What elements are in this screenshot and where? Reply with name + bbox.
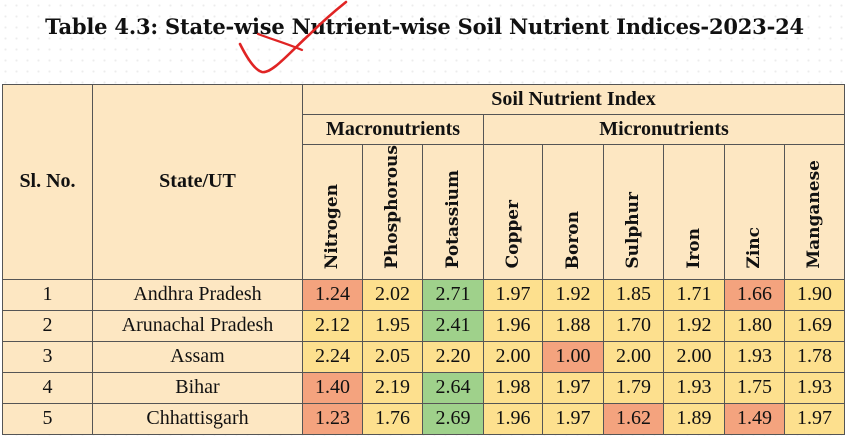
index-value-cell: 1.69 (784, 309, 845, 342)
table-row: 2 Arunachal Pradesh 2.12 1.95 2.41 1.96 1.88 1.… (2, 309, 845, 342)
sl-no-cell: 3 (2, 340, 93, 373)
column-header-label: Copper (502, 200, 523, 269)
index-value-cell: 1.78 (784, 340, 845, 373)
state-cell: Arunachal Pradesh (92, 309, 303, 342)
red-pen-scribble-icon (238, 0, 348, 74)
index-value-cell: 1.62 (603, 402, 664, 435)
sl-no-cell: 5 (2, 402, 93, 435)
index-value-cell: 1.97 (542, 402, 604, 435)
sl-no-cell: 1 (2, 278, 93, 311)
index-value-cell: 1.97 (784, 402, 845, 435)
column-header-iron: Iron (663, 144, 725, 280)
table-row: 4 Bihar 1.40 2.19 2.64 1.98 1.97 1.79 1.93 1.75 1.… (2, 371, 845, 404)
index-value-cell: 2.12 (302, 309, 363, 342)
column-header-potassium: Potassium (422, 144, 484, 280)
state-cell: Assam (92, 340, 303, 373)
header-state: State/UT (92, 84, 303, 280)
column-header-boron: Boron (542, 144, 604, 280)
column-header-copper: Copper (483, 144, 543, 280)
table-title: Table 4.3: State-wise Nutrient-wise Soil… (45, 14, 804, 39)
index-value-cell: 1.75 (724, 371, 785, 404)
index-value-cell: 1.24 (302, 278, 363, 311)
index-value-cell: 1.93 (724, 340, 785, 373)
header-micronutrients: Micronutrients (483, 114, 845, 145)
index-value-cell: 1.90 (784, 278, 845, 311)
table-row: 1 Andhra Pradesh 1.24 2.02 2.71 1.97 1.92 1.85 1… (2, 278, 845, 311)
state-cell: Andhra Pradesh (92, 278, 303, 311)
index-value-cell: 2.64 (422, 371, 484, 404)
index-value-cell: 1.98 (483, 371, 543, 404)
index-value-cell: 2.20 (422, 340, 484, 373)
column-header-label: Sulphur (623, 192, 643, 269)
index-value-cell: 1.97 (483, 278, 543, 311)
index-value-cell: 1.92 (663, 309, 725, 342)
column-header-label: Manganese (804, 160, 824, 269)
table-row: 5 Chhattisgarh 1.23 1.76 2.69 1.96 1.97 1.62 1.8… (2, 402, 845, 435)
index-value-cell: 2.05 (362, 340, 423, 373)
index-value-cell: 2.41 (422, 309, 484, 342)
index-value-cell: 1.49 (724, 402, 785, 435)
index-value-cell: 2.19 (362, 371, 423, 404)
index-value-cell: 2.24 (302, 340, 363, 373)
index-value-cell: 1.96 (483, 402, 543, 435)
header-macronutrients: Macronutrients (302, 114, 484, 145)
column-header-label: Nitrogen (322, 183, 342, 269)
column-header-label: Iron (683, 228, 704, 269)
index-value-cell: 1.93 (663, 371, 725, 404)
table-row: 3 Assam 2.24 2.05 2.20 2.00 1.00 2.00 2.00 1.93 1.… (2, 340, 845, 373)
index-value-cell: 1.93 (784, 371, 845, 404)
header-soil-nutrient-index: Soil Nutrient Index (302, 84, 845, 115)
index-value-cell: 2.00 (483, 340, 543, 373)
index-value-cell: 1.95 (362, 309, 423, 342)
index-value-cell: 1.85 (603, 278, 664, 311)
index-value-cell: 2.69 (422, 402, 484, 435)
column-header-label: Phosphorous (382, 145, 402, 269)
header-sl-no: Sl. No. (2, 84, 93, 280)
index-value-cell: 1.76 (362, 402, 423, 435)
column-header-phosphorous: Phosphorous (362, 144, 423, 280)
index-value-cell: 1.00 (542, 340, 604, 373)
index-value-cell: 2.02 (362, 278, 423, 311)
index-value-cell: 1.80 (724, 309, 785, 342)
column-header-nitrogen: Nitrogen (302, 144, 363, 280)
state-cell: Chhattisgarh (92, 402, 303, 435)
column-header-label: Zinc (744, 227, 764, 269)
column-header-label: Potassium (442, 170, 463, 269)
index-value-cell: 1.97 (542, 371, 604, 404)
column-header-sulphur: Sulphur (603, 144, 664, 280)
sl-no-cell: 4 (2, 371, 93, 404)
soil-nutrient-table: Sl. No. State/UT Soil Nutrient Index Mac… (2, 84, 845, 435)
column-header-zinc: Zinc (724, 144, 785, 280)
index-value-cell: 1.70 (603, 309, 664, 342)
index-value-cell: 1.88 (542, 309, 604, 342)
sl-no-cell: 2 (2, 309, 93, 342)
index-value-cell: 1.79 (603, 371, 664, 404)
index-value-cell: 1.89 (663, 402, 725, 435)
index-value-cell: 2.00 (663, 340, 725, 373)
index-value-cell: 1.96 (483, 309, 543, 342)
column-header-label: Boron (562, 210, 583, 269)
index-value-cell: 2.71 (422, 278, 484, 311)
column-header-manganese: Manganese (784, 144, 845, 280)
index-value-cell: 2.00 (603, 340, 664, 373)
index-value-cell: 1.66 (724, 278, 785, 311)
index-value-cell: 1.40 (302, 371, 363, 404)
index-value-cell: 1.71 (663, 278, 725, 311)
index-value-cell: 1.92 (542, 278, 604, 311)
state-cell: Bihar (92, 371, 303, 404)
index-value-cell: 1.23 (302, 402, 363, 435)
